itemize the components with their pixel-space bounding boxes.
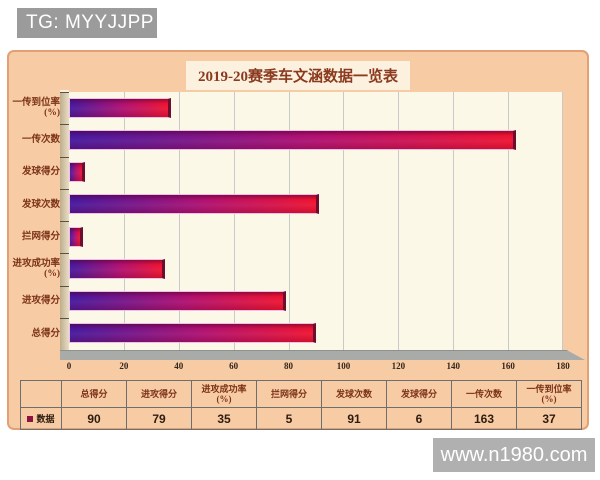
axis-wall (60, 90, 69, 352)
table-value-cell: 6 (386, 407, 452, 430)
data-bar (69, 194, 319, 215)
table-corner-cell (20, 380, 62, 408)
data-bar (69, 162, 86, 182)
grid-line (178, 92, 180, 350)
table-value-cell: 163 (451, 407, 517, 430)
grid-line (508, 92, 510, 350)
x-axis-tick-label: 100 (336, 361, 351, 371)
legend-marker-icon (27, 415, 34, 422)
x-axis-tick-label: 60 (229, 361, 239, 371)
axis-floor (60, 350, 585, 360)
x-axis-tick-label: 160 (501, 361, 515, 371)
axis-tick (60, 124, 69, 126)
table-value-cell: 90 (61, 407, 127, 430)
x-axis-tick-label: 20 (119, 361, 129, 371)
axis-tick (60, 188, 69, 190)
axis-tick (60, 156, 69, 158)
grid-line (123, 92, 125, 350)
x-axis-tick-label: 80 (284, 361, 294, 371)
grid-line (288, 92, 290, 350)
table-header-cell: 一传次数 (451, 380, 517, 408)
y-axis-label: 拦网得分 (21, 231, 60, 242)
table-value-cell: 35 (191, 407, 257, 430)
data-bar (69, 97, 171, 118)
x-axis-tick-label: 120 (391, 361, 406, 371)
table-value-row: 数据 90 79 35 5 91 6 163 37 (20, 407, 582, 430)
grid-line (453, 92, 455, 350)
axis-tick (60, 317, 69, 319)
y-axis-label: 进攻成功率 (%) (12, 258, 60, 280)
data-table: 总得分 进攻得分 进攻成功率 (%) 拦网得分 发球次数 发球得分 一传次数 一传到位率 (%… (20, 380, 582, 430)
chart-panel: 2019-20赛季车文涵数据一览表 一传到位率 (%) 一传次数 发球得分 发球次数拦… (7, 50, 589, 430)
axis-tick (60, 92, 69, 93)
series-label-cell: 数据 (20, 407, 62, 430)
y-axis-label: 发球次数 (21, 199, 60, 210)
grid-line (562, 92, 563, 350)
y-axis-label: 进攻得分 (21, 296, 60, 307)
tg-watermark-badge: TG: MYYJJPP (17, 8, 157, 38)
data-bar (69, 323, 316, 344)
grid-line (233, 92, 235, 350)
data-bar (69, 226, 83, 247)
table-value-cell: 79 (126, 407, 192, 430)
table-value-cell: 37 (516, 407, 582, 430)
x-axis-tick-label: 180 (556, 361, 570, 371)
table-value-cell: 5 (256, 407, 322, 430)
table-header-cell: 发球次数 (321, 380, 387, 408)
axis-tick (60, 221, 69, 222)
table-value-cell: 91 (321, 407, 387, 430)
series-name: 数据 (36, 414, 55, 424)
x-axis-tick-label: 0 (66, 361, 72, 371)
plot-region: 一传到位率 (%) 一传次数发球得分发球次数拦网得分进攻成功率 (%) 进攻得分总得… (9, 52, 587, 382)
data-bar (69, 258, 166, 279)
data-bar (69, 291, 286, 311)
axis-tick (60, 253, 69, 255)
grid-line (398, 92, 400, 350)
data-bar (69, 129, 517, 150)
table-header-cell: 拦网得分 (256, 380, 322, 408)
axis-tick (60, 285, 69, 287)
site-watermark-badge: www.n1980.com (433, 438, 595, 472)
x-axis-tick-label: 140 (446, 361, 460, 371)
y-axis-label: 发球得分 (21, 167, 60, 178)
x-axis-tick-label: 40 (174, 361, 184, 371)
y-axis-label: 总得分 (31, 328, 60, 339)
chart-title: 2019-20赛季车文涵数据一览表 (186, 61, 410, 90)
grid-line (343, 92, 345, 350)
table-header-cell: 总得分 (61, 380, 127, 408)
y-axis-label: 一传次数 (21, 135, 60, 146)
table-header-cell: 发球得分 (386, 380, 452, 408)
table-header-row: 总得分 进攻得分 进攻成功率 (%) 拦网得分 发球次数 发球得分 一传次数 一传到位率 (%… (20, 380, 582, 408)
table-header-cell: 一传到位率 (%) (516, 380, 582, 408)
table-header-cell: 进攻得分 (126, 380, 192, 408)
y-axis-label: 一传到位率 (%) (12, 97, 60, 119)
series-label: 数据 (21, 412, 61, 425)
table-header-cell: 进攻成功率 (%) (191, 380, 257, 408)
